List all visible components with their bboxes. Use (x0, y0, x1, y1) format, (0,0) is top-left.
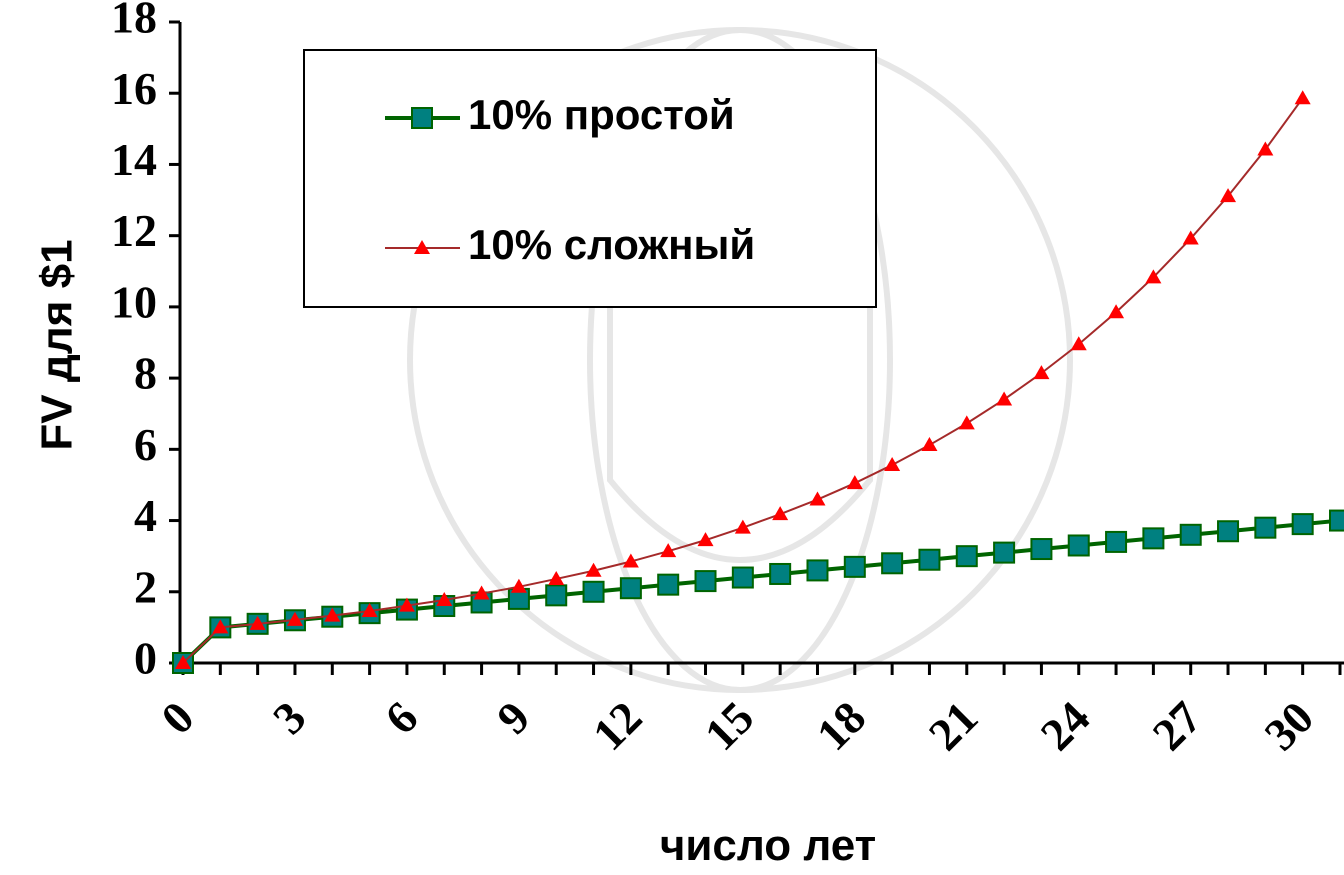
x-tick-label: 0 (151, 691, 203, 743)
legend-marker (412, 108, 432, 128)
point (658, 575, 678, 595)
y-tick-label: 2 (134, 561, 157, 612)
point (996, 391, 1012, 405)
point (1295, 90, 1311, 104)
point (807, 560, 827, 580)
point (921, 437, 937, 451)
point (1069, 535, 1089, 555)
point (1143, 528, 1163, 548)
point (884, 457, 900, 471)
y-tick-label: 6 (134, 419, 157, 470)
y-tick-label: 10 (111, 276, 157, 327)
y-tick-label: 8 (134, 348, 157, 399)
x-tick-label: 30 (1255, 691, 1324, 760)
point (546, 585, 566, 605)
x-tick-label: 12 (583, 691, 652, 760)
point (621, 578, 641, 598)
series-line (183, 521, 1340, 663)
point (772, 506, 788, 520)
y-tick-label: 16 (111, 63, 157, 114)
point (1181, 525, 1201, 545)
point (957, 546, 977, 566)
x-axis-label: число лет (660, 821, 876, 870)
legend-label: 10% простой (468, 91, 735, 138)
point (1031, 539, 1051, 559)
x-tick-label: 21 (919, 691, 988, 760)
point (809, 492, 825, 506)
point (1293, 514, 1313, 534)
point (733, 568, 753, 588)
x-tick-label: 24 (1031, 691, 1100, 760)
legend-box (304, 50, 876, 307)
point (584, 582, 604, 602)
point (1218, 521, 1238, 541)
y-tick-label: 0 (134, 633, 157, 684)
point (1330, 511, 1344, 531)
point (1106, 532, 1126, 552)
point (1255, 518, 1275, 538)
x-tick-label: 15 (695, 691, 764, 760)
y-tick-label: 12 (111, 205, 157, 256)
point (845, 557, 865, 577)
y-axis-label: FV для $1 (33, 239, 82, 450)
chart: FV для $1 число лет 02468101214161803691… (0, 0, 1344, 875)
point (696, 571, 716, 591)
point (770, 564, 790, 584)
legend-label: 10% сложный (468, 221, 755, 268)
y-tick-label: 14 (111, 134, 157, 185)
point (882, 553, 902, 573)
point (1033, 365, 1049, 379)
point (959, 415, 975, 429)
x-tick-label: 6 (375, 691, 427, 743)
y-tick-label: 18 (111, 0, 157, 43)
point (847, 475, 863, 489)
point (994, 543, 1014, 563)
x-tick-label: 27 (1143, 691, 1212, 760)
x-tick-label: 18 (807, 691, 876, 760)
y-tick-label: 4 (134, 490, 157, 541)
point (919, 550, 939, 570)
x-tick-label: 3 (263, 691, 315, 743)
x-tick-label: 9 (487, 691, 539, 743)
point (1257, 141, 1273, 155)
